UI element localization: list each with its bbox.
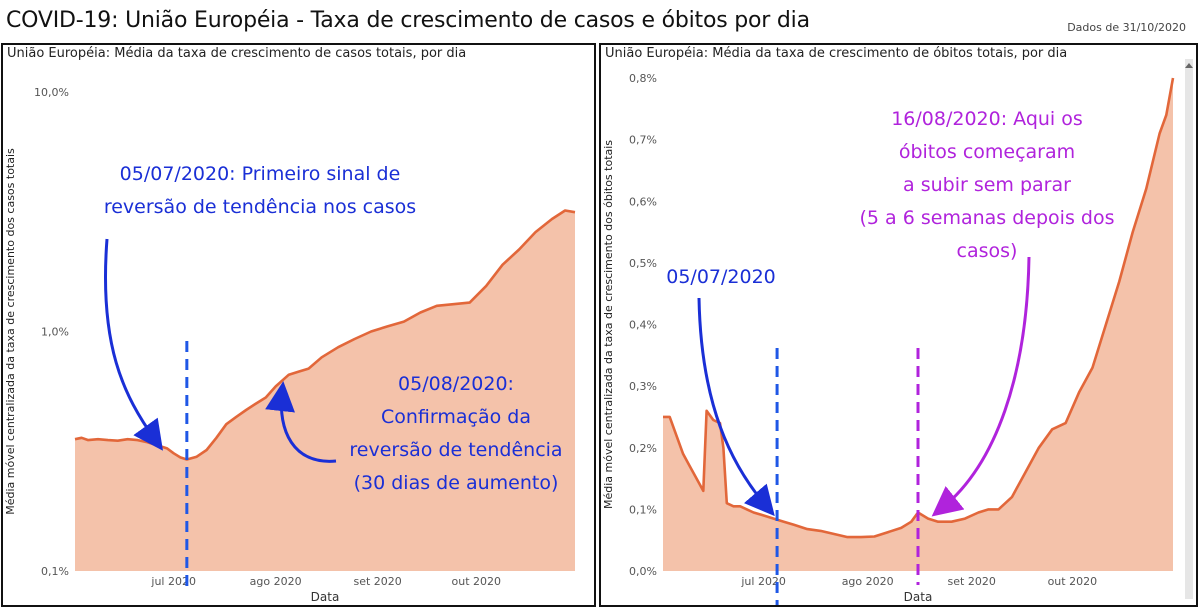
annotation-text: óbitos começaram [899, 141, 1075, 163]
annotation-text: 05/08/2020: [398, 373, 514, 395]
annotation-text: 05/07/2020: Primeiro sinal de [120, 163, 401, 185]
data-date: Dados de 31/10/2020 [1067, 21, 1186, 34]
y-tick-label: 0,2% [629, 442, 657, 455]
scrollbar[interactable] [1185, 59, 1193, 599]
y-tick-label: 0,8% [629, 72, 657, 85]
x-tick-label: out 2020 [1048, 575, 1098, 588]
y-tick-label: 0,1% [41, 565, 69, 578]
x-axis-label: Data [311, 590, 340, 604]
arrow-icon [697, 297, 775, 517]
x-tick-label: out 2020 [452, 575, 502, 588]
deaths-chart-title: União Européia: Média da taxa de crescim… [605, 46, 1068, 61]
deaths-chart-svg: 0,0% 0,1% 0,2% 0,3% 0,4% 0,5% 0,6% 0,7% 0,8% jul … [602, 72, 1175, 605]
x-tick-label: jul 2020 [740, 575, 786, 588]
annotation-text: casos) [957, 240, 1018, 262]
y-tick-label: 1,0% [41, 326, 69, 339]
y-tick-label: 0,0% [629, 565, 657, 578]
y-tick-label: 0,3% [629, 380, 657, 393]
series-area [663, 78, 1173, 571]
arrow-icon [931, 256, 1031, 517]
y-tick-label: 10,0% [34, 86, 69, 99]
annotation-text: a subir sem parar [903, 174, 1071, 196]
annotation-text: 16/08/2020: Aqui os [891, 108, 1083, 130]
annotation-text: (30 dias de aumento) [354, 472, 559, 494]
x-tick-label: set 2020 [948, 575, 996, 588]
scroll-up-icon[interactable] [1185, 63, 1193, 68]
series-area [75, 210, 575, 571]
x-tick-label: ago 2020 [842, 575, 894, 588]
annotation-text: Confirmação da [381, 406, 531, 428]
y-tick-label: 0,6% [629, 195, 657, 208]
x-tick-label: set 2020 [353, 575, 401, 588]
cases-chart-svg: 0,1% 1,0% 10,0% jul 2020 ago 2020 set 2020 out… [4, 86, 576, 604]
y-tick-label: 0,5% [629, 257, 657, 270]
y-axis-label: Média móvel centralizada da taxa de cres… [602, 140, 615, 509]
annotation-text: 05/07/2020 [666, 266, 776, 288]
y-axis-label: Média móvel centralizada da taxa de cres… [4, 148, 17, 515]
arrow-icon [103, 238, 163, 451]
page-title: COVID-19: União Européia - Taxa de cresc… [6, 8, 810, 33]
annotation-text: reversão de tendência [349, 439, 562, 461]
annotation-text: (5 a 6 semanas depois dos [860, 207, 1115, 229]
deaths-chart-panel: União Européia: Média da taxa de crescim… [599, 43, 1198, 607]
x-tick-label: jul 2020 [150, 575, 196, 588]
x-axis-label: Data [904, 590, 933, 604]
series-line [663, 77, 1175, 539]
y-tick-label: 0,1% [629, 503, 657, 516]
y-tick-label: 0,4% [629, 319, 657, 332]
cases-chart-panel: União Européia: Média da taxa de crescim… [1, 43, 596, 607]
cases-chart-title: União Européia: Média da taxa de crescim… [7, 46, 467, 61]
arrow-icon [265, 381, 337, 463]
x-tick-label: ago 2020 [250, 575, 302, 588]
annotation-text: reversão de tendência nos casos [104, 196, 416, 218]
y-tick-label: 0,7% [629, 134, 657, 147]
